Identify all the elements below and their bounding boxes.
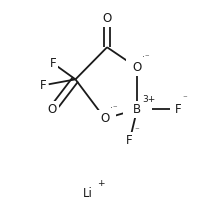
Text: ⁻: ⁻	[183, 95, 187, 104]
Text: Li: Li	[83, 187, 93, 200]
Text: O·⁻: O·⁻	[95, 112, 114, 125]
Text: B3+: B3+	[124, 103, 150, 116]
Text: O: O	[102, 12, 112, 25]
Text: O: O	[100, 112, 110, 125]
Text: F⁻: F⁻	[172, 103, 184, 116]
Text: F⁻: F⁻	[123, 134, 136, 147]
Text: F: F	[39, 79, 46, 92]
Text: Li+: Li+	[78, 187, 98, 200]
Text: O: O	[132, 61, 142, 74]
Text: F: F	[50, 57, 56, 70]
Text: O·⁻: O·⁻	[128, 61, 147, 74]
Text: O: O	[102, 12, 112, 25]
Text: F: F	[50, 57, 56, 70]
Text: +: +	[97, 179, 105, 188]
Text: ·⁻: ·⁻	[142, 53, 149, 62]
Text: 3+: 3+	[142, 95, 155, 104]
Text: F: F	[39, 79, 46, 92]
Text: F: F	[126, 134, 133, 147]
Text: ⁻: ⁻	[134, 126, 139, 135]
Text: ·⁻: ·⁻	[110, 104, 117, 113]
Text: B: B	[133, 103, 141, 116]
Text: F: F	[175, 103, 181, 116]
Text: O: O	[48, 103, 57, 116]
Text: O: O	[48, 103, 57, 116]
